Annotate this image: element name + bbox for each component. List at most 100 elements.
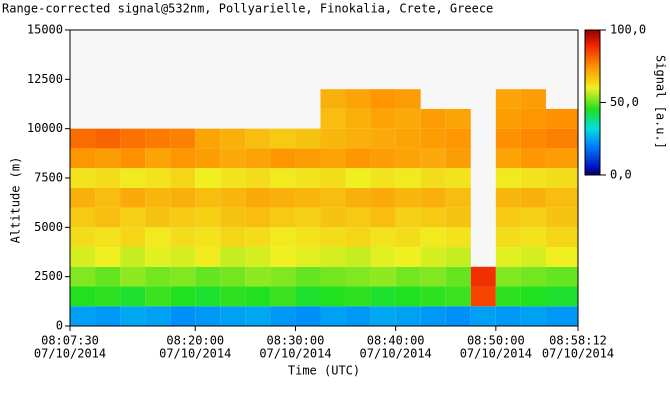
- heatmap-cell: [270, 148, 296, 169]
- heatmap-cell: [70, 187, 96, 208]
- heatmap-cell: [170, 247, 196, 267]
- heatmap-cell: [520, 108, 546, 129]
- heatmap-cell: [545, 306, 578, 326]
- colorbar-label: Signal [a.u.]: [654, 55, 668, 149]
- heatmap-cell: [395, 286, 421, 307]
- heatmap-cell: [245, 306, 271, 326]
- heatmap-cell: [145, 306, 171, 326]
- heatmap-cell: [445, 266, 471, 287]
- heatmap-cell: [195, 227, 221, 248]
- heatmap-cell: [145, 286, 171, 307]
- heatmap-cell: [370, 266, 396, 287]
- heatmap-cell: [520, 128, 546, 149]
- heatmap-cell: [170, 227, 196, 248]
- heatmap-cell: [120, 306, 146, 326]
- heatmap-cell: [395, 168, 421, 188]
- heatmap-cell: [495, 148, 521, 169]
- heatmap-cell: [345, 108, 371, 129]
- heatmap-cell: [170, 306, 196, 326]
- heatmap-cell: [245, 227, 271, 248]
- y-tick-label: 7500: [34, 171, 63, 185]
- heatmap-cell: [445, 128, 471, 149]
- heatmap-cell: [345, 168, 371, 188]
- heatmap-cell: [345, 207, 371, 228]
- heatmap-cell: [370, 148, 396, 169]
- heatmap-cell: [445, 247, 471, 267]
- heatmap-cell: [295, 247, 321, 267]
- heatmap-cell: [395, 187, 421, 208]
- heatmap-cell: [470, 266, 496, 287]
- heatmap-cell: [395, 89, 421, 109]
- heatmap-cell: [195, 168, 221, 188]
- heatmap-cell: [245, 266, 271, 287]
- y-axis-label: Altitude (m): [9, 157, 23, 244]
- heatmap-cell: [320, 148, 346, 169]
- heatmap-cell: [95, 306, 121, 326]
- heatmap-cell: [220, 306, 246, 326]
- heatmap-cell: [195, 148, 221, 169]
- chart-title: Range-corrected signal@532nm, Pollyariel…: [2, 2, 493, 16]
- heatmap-cell: [420, 108, 446, 129]
- heatmap-cell: [245, 168, 271, 188]
- x-tick-label: 08:50:00: [467, 334, 525, 348]
- x-tick-label: 08:58:12: [549, 334, 607, 348]
- heatmap-cell: [270, 187, 296, 208]
- x-tick-date: 07/10/2014: [34, 347, 106, 361]
- heatmap-cell: [495, 168, 521, 188]
- heatmap-cell: [220, 148, 246, 169]
- heatmap-cell: [420, 247, 446, 267]
- heatmap-cell: [95, 266, 121, 287]
- heatmap-cell: [395, 128, 421, 149]
- heatmap-cell: [420, 286, 446, 307]
- heatmap-cell: [295, 286, 321, 307]
- heatmap-cell: [495, 207, 521, 228]
- heatmap-cell: [520, 306, 546, 326]
- heatmap-cell: [270, 286, 296, 307]
- heatmap-cell: [320, 247, 346, 267]
- heatmap-cell: [545, 227, 578, 248]
- heatmap-cell: [270, 128, 296, 149]
- heatmap-cell: [420, 306, 446, 326]
- heatmap-cell: [370, 187, 396, 208]
- heatmap-cell: [520, 266, 546, 287]
- heatmap-cell: [220, 227, 246, 248]
- heatmap-cell: [70, 286, 96, 307]
- heatmap-cell: [495, 286, 521, 307]
- heatmap-cell: [495, 108, 521, 129]
- y-tick-label: 0: [56, 319, 63, 333]
- heatmap-cell: [420, 266, 446, 287]
- heatmap-cell: [545, 108, 578, 129]
- heatmap-cell: [145, 168, 171, 188]
- heatmap-cell: [445, 148, 471, 169]
- heatmap-cell: [495, 306, 521, 326]
- heatmap-cell: [345, 266, 371, 287]
- heatmap-cell: [70, 247, 96, 267]
- heatmap-cell: [495, 247, 521, 267]
- heatmap-cell: [395, 247, 421, 267]
- heatmap-cell: [445, 187, 471, 208]
- heatmap-cell: [170, 286, 196, 307]
- heatmap-cell: [520, 89, 546, 109]
- heatmap-cell: [545, 286, 578, 307]
- heatmap-cell: [170, 266, 196, 287]
- heatmap-cell: [520, 168, 546, 188]
- heatmap-cell: [145, 207, 171, 228]
- heatmap-cell: [170, 207, 196, 228]
- heatmap-cell: [145, 187, 171, 208]
- heatmap-cell: [95, 227, 121, 248]
- colorbar-tick-label: 100,0: [610, 23, 646, 37]
- heatmap-cell: [295, 266, 321, 287]
- heatmap-cell: [145, 227, 171, 248]
- heatmap-cell: [195, 306, 221, 326]
- heatmap-cell: [320, 286, 346, 307]
- heatmap-cell: [220, 168, 246, 188]
- heatmap-cell: [95, 207, 121, 228]
- heatmap-cell: [70, 227, 96, 248]
- heatmap-cell: [70, 207, 96, 228]
- heatmap-cell: [370, 247, 396, 267]
- x-tick-date: 07/10/2014: [360, 347, 432, 361]
- heatmap-cell: [95, 128, 121, 149]
- heatmap-cell: [345, 227, 371, 248]
- heatmap-cell: [320, 266, 346, 287]
